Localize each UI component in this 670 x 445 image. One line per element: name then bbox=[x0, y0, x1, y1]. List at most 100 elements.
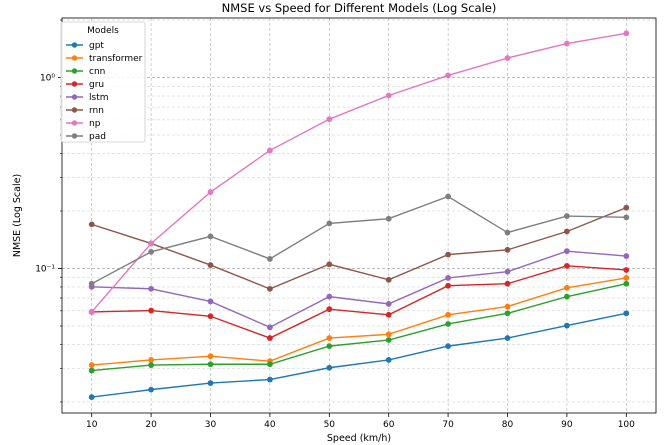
data-point-cnn bbox=[207, 361, 214, 368]
data-point-gpt bbox=[623, 310, 630, 317]
x-tick-label: 100 bbox=[618, 420, 635, 430]
data-point-transformer bbox=[564, 284, 570, 291]
data-point-cnn bbox=[445, 321, 451, 327]
data-point-rnn bbox=[267, 285, 273, 292]
series-line-rnn bbox=[91, 207, 627, 290]
data-point-np bbox=[385, 92, 392, 99]
data-point-transformer bbox=[207, 353, 214, 360]
grid-lines bbox=[62, 18, 656, 413]
series-line-transformer bbox=[91, 277, 627, 366]
data-point-cnn bbox=[148, 362, 155, 368]
data-point-pad bbox=[385, 215, 392, 222]
series-pad bbox=[88, 193, 630, 287]
data-point-gpt bbox=[148, 386, 155, 393]
series-line-gru bbox=[91, 265, 627, 339]
data-point-rnn bbox=[623, 204, 630, 211]
data-point-cnn bbox=[88, 367, 95, 374]
data-point-np bbox=[623, 30, 630, 37]
data-point-gru bbox=[207, 313, 214, 320]
data-point-transformer bbox=[326, 335, 333, 341]
data-point-gpt bbox=[564, 322, 570, 329]
data-point-cnn bbox=[326, 343, 333, 350]
legend-label: np bbox=[89, 119, 101, 129]
data-point-cnn bbox=[564, 293, 570, 300]
legend-label: gru bbox=[89, 80, 104, 90]
data-point-gpt bbox=[385, 356, 392, 363]
data-point-pad bbox=[564, 213, 570, 219]
legend-label: lstm bbox=[89, 93, 109, 103]
legend-label: gpt bbox=[89, 41, 104, 51]
data-point-pad bbox=[267, 256, 273, 262]
x-tick-label: 90 bbox=[561, 420, 573, 430]
data-point-gpt bbox=[88, 394, 95, 400]
legend-item-cnn: cnn bbox=[66, 67, 105, 77]
x-tick-label: 70 bbox=[442, 420, 454, 430]
data-point-cnn bbox=[623, 280, 630, 287]
data-point-gpt bbox=[326, 364, 333, 371]
x-tick-label: 50 bbox=[324, 420, 336, 430]
legend-item-pad: pad bbox=[66, 132, 106, 142]
legend-swatch-marker bbox=[71, 133, 78, 139]
axis-ticks: 10 20 30 40 50 60 70 80 90 100 10⁻¹ 10⁰ bbox=[35, 19, 635, 430]
data-point-gpt bbox=[445, 343, 451, 350]
series-line-lstm bbox=[91, 250, 627, 329]
series-lines bbox=[88, 30, 630, 400]
data-point-np bbox=[207, 189, 214, 195]
legend-item-transformer: transformer bbox=[66, 54, 143, 64]
series-line-cnn bbox=[91, 283, 627, 372]
y-axis-label: NMSE (Log Scale) bbox=[12, 174, 23, 257]
data-point-gpt bbox=[267, 376, 273, 383]
data-point-gru bbox=[326, 306, 333, 313]
y-tick-label: 10⁰ bbox=[40, 74, 55, 84]
legend-swatch-marker bbox=[71, 81, 78, 87]
data-point-lstm bbox=[623, 253, 630, 259]
data-point-pad bbox=[445, 193, 451, 200]
data-point-np bbox=[504, 55, 511, 61]
data-point-rnn bbox=[504, 246, 511, 253]
data-point-rnn bbox=[88, 221, 95, 228]
x-tick-label: 60 bbox=[383, 420, 395, 430]
chart-title: NMSE vs Speed for Different Models (Log … bbox=[222, 1, 497, 15]
legend-box bbox=[60, 21, 146, 143]
data-point-np bbox=[445, 72, 451, 79]
data-point-lstm bbox=[385, 301, 392, 307]
data-point-transformer bbox=[623, 275, 630, 281]
series-cnn bbox=[88, 280, 630, 374]
data-point-lstm bbox=[504, 268, 511, 275]
data-point-cnn bbox=[267, 361, 273, 368]
legend-item-gpt: gpt bbox=[66, 41, 104, 51]
data-point-gru bbox=[148, 307, 155, 314]
x-tick-label: 40 bbox=[264, 420, 276, 430]
legend-item-lstm: lstm bbox=[66, 93, 109, 103]
data-point-np bbox=[326, 116, 333, 123]
x-axis-label: Speed (km/h) bbox=[327, 433, 391, 444]
legend-swatch-marker bbox=[71, 42, 78, 48]
data-point-cnn bbox=[504, 310, 511, 317]
legend-label: transformer bbox=[89, 54, 143, 64]
data-point-gpt bbox=[207, 380, 214, 386]
data-point-lstm bbox=[564, 248, 570, 255]
data-point-rnn bbox=[564, 228, 570, 235]
data-point-transformer bbox=[445, 311, 451, 318]
legend-swatch-marker bbox=[71, 94, 78, 100]
data-point-transformer bbox=[88, 362, 95, 368]
legend-item-gru: gru bbox=[66, 80, 104, 90]
x-tick-label: 10 bbox=[86, 420, 98, 430]
legend-label: rnn bbox=[89, 106, 104, 116]
data-point-np bbox=[564, 40, 570, 47]
data-point-rnn bbox=[385, 276, 392, 283]
data-point-pad bbox=[623, 214, 630, 221]
series-lstm bbox=[88, 248, 630, 331]
legend-swatch-marker bbox=[71, 107, 78, 113]
legend-items: gpt transformer cnn gru lstm rnn np pad bbox=[66, 41, 143, 142]
data-point-gru bbox=[385, 311, 392, 318]
data-point-transformer bbox=[385, 331, 392, 338]
legend-swatch-marker bbox=[71, 68, 78, 74]
data-point-pad bbox=[207, 233, 214, 240]
legend-swatch-marker bbox=[71, 55, 78, 61]
data-point-rnn bbox=[445, 251, 451, 258]
data-point-transformer bbox=[148, 356, 155, 363]
legend: Models gpt transformer cnn gru lstm rnn np pad bbox=[60, 21, 146, 143]
x-tick-label: 20 bbox=[145, 420, 157, 430]
data-point-pad bbox=[88, 280, 95, 287]
